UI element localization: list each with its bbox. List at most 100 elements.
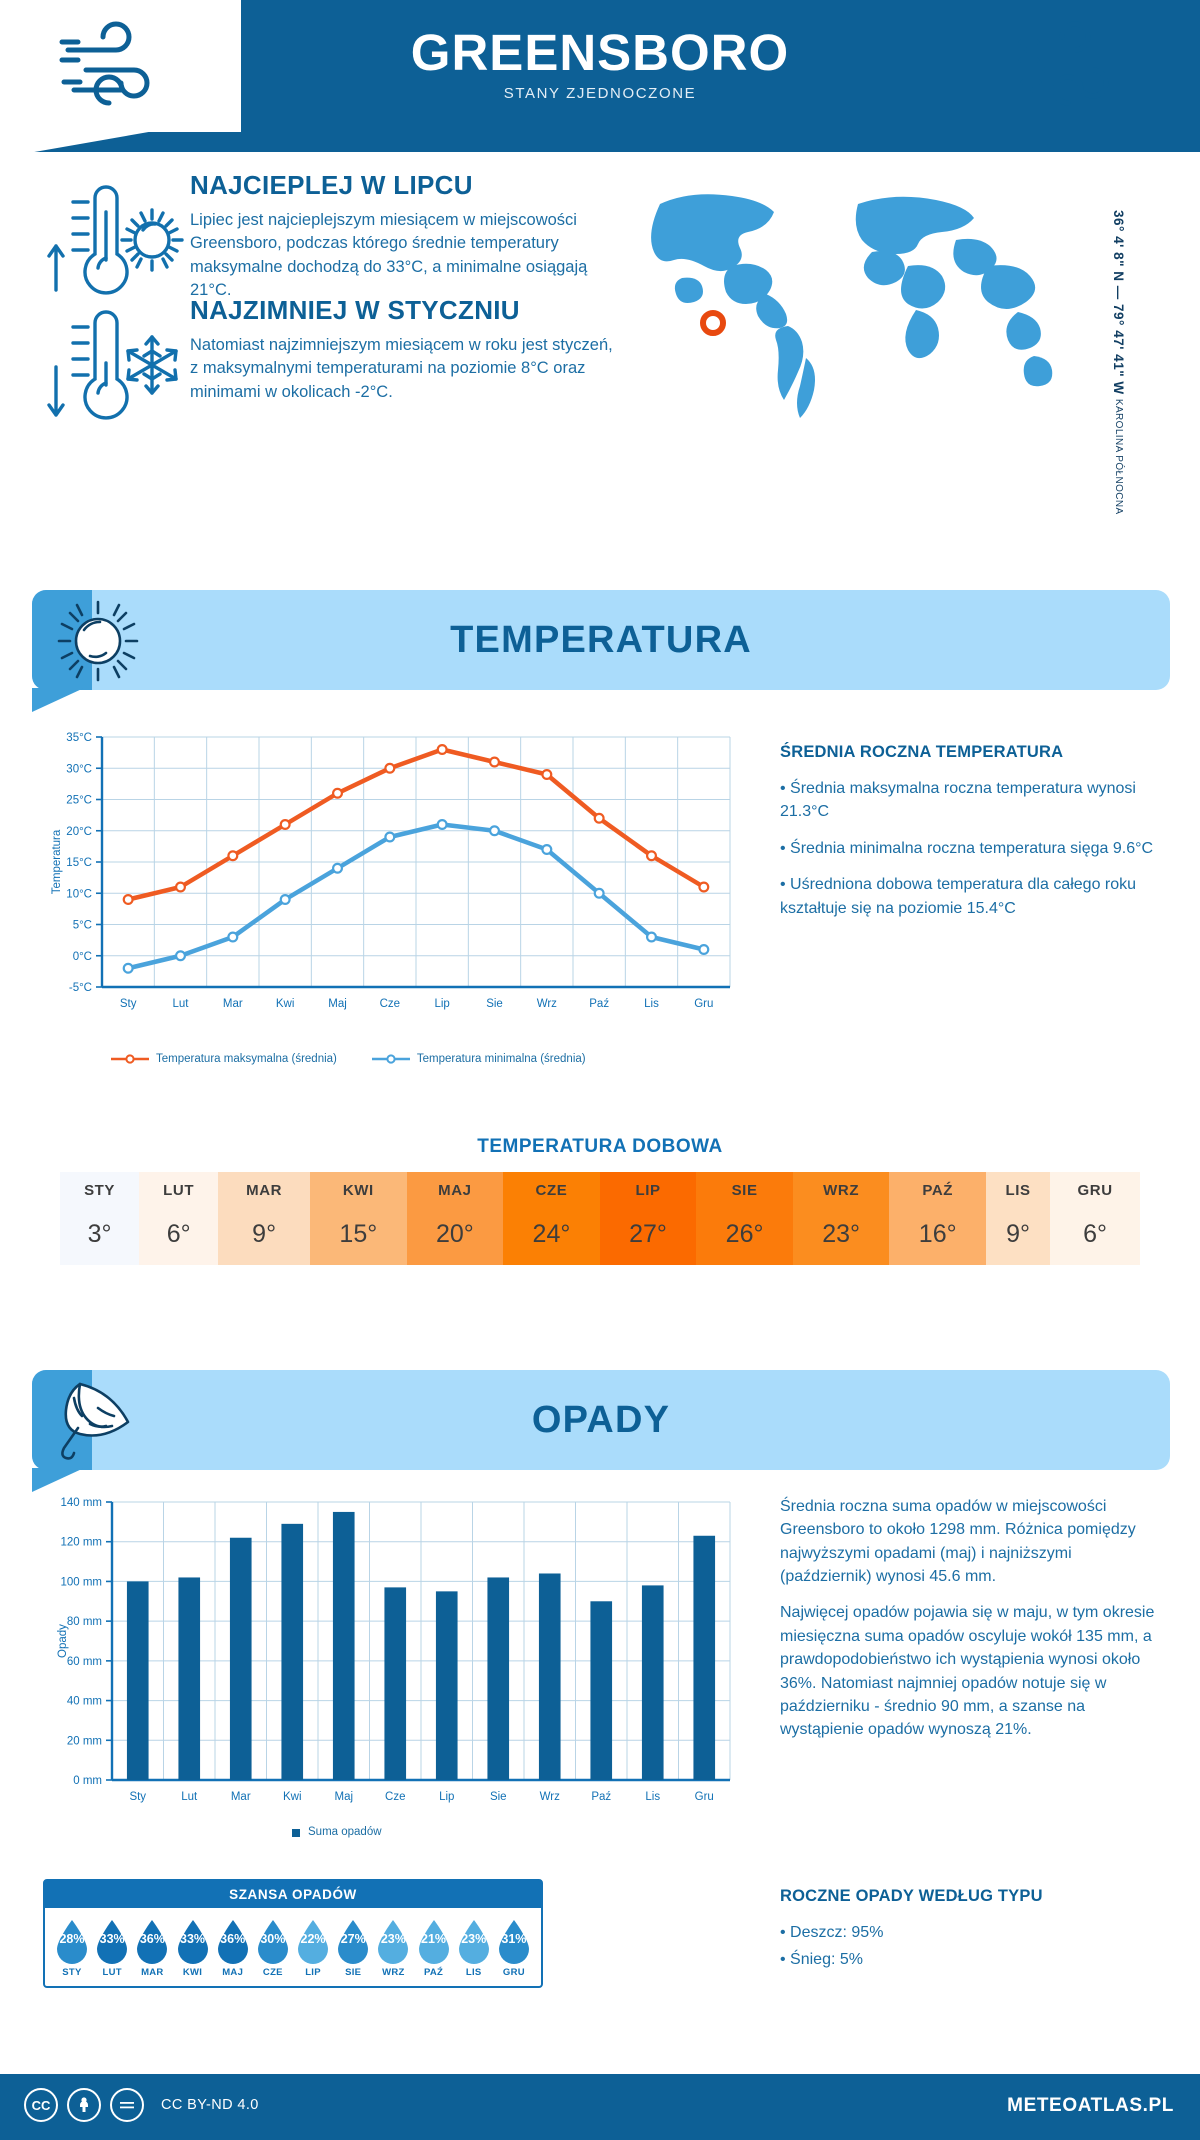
y-axis-title: Opady bbox=[57, 1624, 69, 1658]
y-tick-label: 140 mm bbox=[60, 1497, 102, 1509]
data-point bbox=[436, 744, 448, 756]
coldest-body: Natomiast najzimniejszym miesiącem w rok… bbox=[190, 336, 613, 401]
legend-line-max-icon bbox=[111, 1054, 149, 1064]
table-month-header: GRU bbox=[1050, 1172, 1140, 1208]
x-tick-label: Mar bbox=[231, 1791, 251, 1803]
data-point bbox=[541, 843, 553, 855]
rain-chance-title: SZANSA OPADÓW bbox=[45, 1881, 541, 1908]
umbrella-icon bbox=[61, 1382, 130, 1460]
x-tick-label: Sie bbox=[486, 998, 503, 1010]
sun-icon bbox=[57, 600, 139, 682]
table-month-header: LIP bbox=[599, 1172, 697, 1208]
y-tick-label: 30°C bbox=[66, 763, 92, 775]
data-point bbox=[227, 931, 239, 943]
data-point bbox=[645, 850, 657, 862]
x-tick-label: Cze bbox=[380, 998, 400, 1010]
data-point bbox=[279, 894, 291, 906]
location-marker bbox=[700, 310, 726, 336]
region-label: KAROLINA PÓŁNOCNA bbox=[1113, 398, 1124, 515]
water-drop-icon: 23% bbox=[374, 1918, 412, 1964]
data-point bbox=[645, 931, 657, 943]
water-drop-icon: 22% bbox=[294, 1918, 332, 1964]
rain-chance-month: SIE bbox=[345, 1967, 362, 1978]
legend-item-precip: Suma opadów bbox=[290, 1826, 382, 1838]
table-month-value: 20° bbox=[406, 1208, 504, 1265]
rain-chance-month: LIS bbox=[465, 1967, 482, 1978]
table-month-value: 26° bbox=[696, 1208, 793, 1265]
cc-badge-icon: CC bbox=[24, 2088, 58, 2122]
bar bbox=[590, 1601, 613, 1780]
table-header-row: STY LUT MAR KWI MAJ CZE LIP SIE WRZ PAŹ LIS GRU bbox=[60, 1172, 1140, 1208]
x-tick-label: Paź bbox=[589, 998, 609, 1010]
coordinates-value: 36° 4' 8" N — 79° 47' 41" W bbox=[1111, 210, 1126, 395]
bar bbox=[435, 1591, 458, 1780]
bar bbox=[641, 1585, 664, 1780]
x-tick-label: Lut bbox=[181, 1791, 198, 1803]
warmest-title: NAJCIEPLEJ W LIPCU bbox=[190, 170, 473, 200]
page-subtitle: STANY ZJEDNOCZONE bbox=[503, 84, 697, 102]
temperature-side-panel: ŚREDNIA ROCZNA TEMPERATURA • Średnia mak… bbox=[780, 740, 1160, 933]
y-tick-label: 60 mm bbox=[67, 1656, 102, 1668]
daily-temperature-table: STY LUT MAR KWI MAJ CZE LIP SIE WRZ PAŹ LIS GRU 3° 6… bbox=[60, 1172, 1140, 1265]
x-tick-label: Cze bbox=[385, 1791, 405, 1803]
thermometer-hot-icon bbox=[47, 185, 184, 295]
header-right-logo bbox=[960, 0, 1200, 132]
coldest-month-block: NAJZIMNIEJ W STYCZNIU Natomiast najzimni… bbox=[40, 295, 620, 440]
legend-square-icon bbox=[292, 1829, 300, 1837]
y-tick-label: 40 mm bbox=[67, 1696, 102, 1708]
data-point bbox=[227, 850, 239, 862]
bar bbox=[384, 1587, 407, 1780]
warm-icons bbox=[40, 170, 190, 315]
water-drop-icon: 36% bbox=[214, 1918, 252, 1964]
license-area: CC CC BY-ND 4.0 bbox=[24, 2088, 259, 2122]
table-month-value: 15° bbox=[310, 1208, 407, 1265]
precipitation-legend: Suma opadów bbox=[290, 1826, 382, 1838]
x-tick-label: Wrz bbox=[537, 998, 557, 1010]
table-value-row: 3° 6° 9° 15° 20° 24° 27° 26° 23° 16° 9° 6° bbox=[60, 1208, 1140, 1265]
precipitation-types-panel: ROCZNE OPADY WEDŁUG TYPU • Deszcz: 95% •… bbox=[780, 1884, 1160, 1972]
table-month-value: 27° bbox=[599, 1208, 697, 1265]
rain-chance-item: 27% SIE bbox=[334, 1918, 372, 1978]
data-point bbox=[332, 787, 344, 799]
data-point bbox=[384, 762, 396, 774]
x-tick-label: Lis bbox=[644, 998, 659, 1010]
rain-chance-month: MAJ bbox=[222, 1967, 244, 1978]
rain-chance-month: LIP bbox=[305, 1967, 321, 1978]
table-month-header: WRZ bbox=[792, 1172, 890, 1208]
bar bbox=[538, 1573, 561, 1780]
legend-label-precip: Suma opadów bbox=[308, 1826, 382, 1838]
rain-chance-value: 21% bbox=[421, 1932, 447, 1946]
wind-icon bbox=[1018, 21, 1109, 106]
precipitation-paragraph-2: Najwięcej opadów pojawia się w maju, w t… bbox=[780, 1604, 1155, 1739]
brand-name: METEOATLAS.PL bbox=[1007, 2095, 1174, 2116]
temperature-banner: TEMPERATURA bbox=[32, 590, 1170, 690]
rain-chance-item: 36% MAJ bbox=[214, 1918, 252, 1978]
table-month-header: LIS bbox=[985, 1172, 1051, 1208]
data-point bbox=[593, 887, 605, 899]
data-point bbox=[384, 831, 396, 843]
x-tick-label: Lip bbox=[439, 1791, 454, 1803]
precipitation-banner-title: OPADY bbox=[531, 1398, 671, 1441]
y-tick-label: 100 mm bbox=[60, 1576, 102, 1588]
temperature-banner-title: TEMPERATURA bbox=[450, 618, 752, 661]
temperature-line-chart: -5°C 0°C 5°C 10°C 15°C 20°C 25°C 30°C 35°C Temper… bbox=[51, 732, 731, 1010]
y-tick-label: -5°C bbox=[69, 982, 92, 994]
page-header: GREENSBORO STANY ZJEDNOCZONE bbox=[0, 0, 1200, 152]
world-map: 36° 4' 8" N — 79° 47' 41" W KAROLINA PÓŁ… bbox=[620, 170, 1140, 530]
water-drop-icon: 36% bbox=[133, 1918, 171, 1964]
water-drop-icon: 23% bbox=[455, 1918, 493, 1964]
bar bbox=[229, 1537, 252, 1780]
legend-label-max: Temperatura maksymalna (średnia) bbox=[156, 1053, 337, 1065]
data-point bbox=[593, 812, 605, 824]
data-point bbox=[489, 825, 501, 837]
data-point bbox=[541, 768, 553, 780]
precipitation-type-rain: • Deszcz: 95% bbox=[780, 1924, 884, 1942]
data-point bbox=[698, 944, 710, 956]
x-tick-label: Lut bbox=[173, 998, 190, 1010]
rain-chance-month: KWI bbox=[182, 1967, 203, 1978]
warm-text: NAJCIEPLEJ W LIPCU Lipiec jest najcieple… bbox=[190, 170, 620, 315]
bar bbox=[126, 1581, 149, 1780]
temperature-point-2: • Średnia minimalna roczna temperatura s… bbox=[780, 839, 1154, 857]
y-tick-label: 120 mm bbox=[60, 1537, 102, 1549]
